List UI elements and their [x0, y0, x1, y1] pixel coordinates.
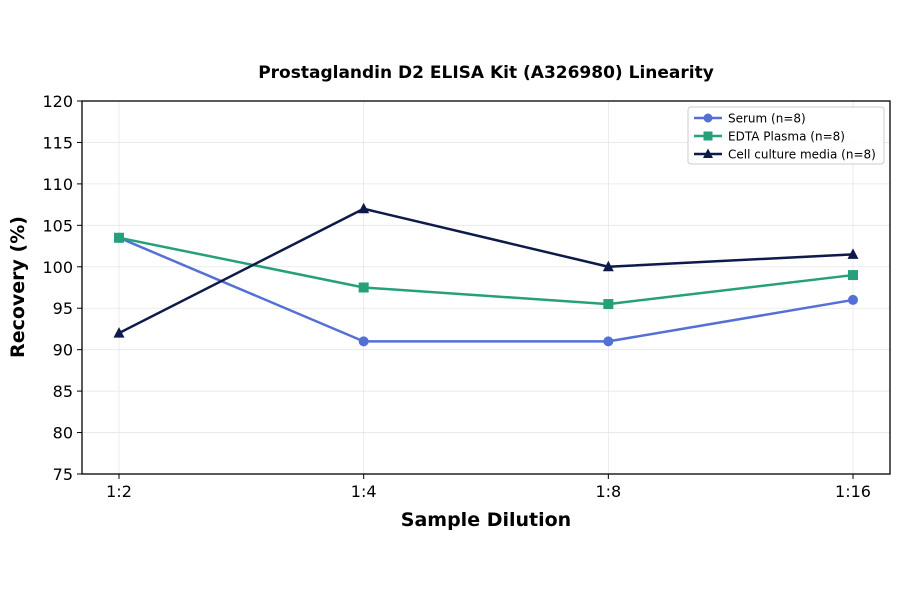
y-tick-label: 80 [53, 424, 73, 443]
legend-box [687, 106, 885, 165]
series-layer [113, 202, 859, 347]
data-point [848, 270, 858, 281]
series-line [118, 236, 854, 343]
series-line [118, 236, 854, 306]
data-point [603, 336, 614, 347]
y-tick-label: 105 [42, 216, 73, 235]
data-point [847, 248, 859, 259]
data-point [603, 299, 614, 310]
data-point [848, 294, 858, 305]
x-axis-title: Sample Dilution [401, 509, 571, 531]
y-tick-label: 120 [42, 92, 73, 111]
legend-marker [703, 113, 713, 123]
y-tick-label: 85 [53, 382, 73, 401]
legend-marker [703, 131, 713, 141]
axis-ticks: 75 80 85 90 95 100 105 110 115 120 1:2 1:4 1:8 1:16 [42, 92, 871, 501]
y-tick-label: 100 [42, 258, 73, 277]
data-point [602, 260, 614, 272]
data-point [114, 232, 124, 243]
series-line [118, 207, 854, 335]
plot-frame [81, 100, 891, 475]
x-tick-label: 1:4 [351, 482, 377, 501]
x-tick-label: 1:8 [595, 482, 621, 501]
x-tick-label: 1:2 [106, 482, 132, 501]
series-3 [113, 202, 859, 338]
y-axis-title: Recovery (%) [7, 216, 29, 358]
legend-label: Serum (n=8) [728, 112, 806, 126]
y-tick-label: 115 [42, 133, 73, 152]
data-point [113, 327, 125, 338]
legend-label: Cell culture media (n=8) [728, 148, 876, 162]
legend-marker [703, 148, 713, 158]
y-tick-label: 90 [53, 341, 73, 360]
y-tick-label: 75 [53, 465, 73, 484]
y-tick-label: 95 [53, 299, 73, 318]
legend: Serum (n=8) EDTA Plasma (n=8) Cell culture… [687, 106, 885, 165]
chart-title: Prostaglandin D2 ELISA Kit (A326980) Lin… [258, 63, 714, 83]
data-point [358, 336, 369, 347]
x-tick-label: 1:16 [835, 482, 871, 501]
y-tick-label: 110 [42, 175, 73, 194]
grid [82, 100, 890, 475]
series-2 [114, 232, 858, 310]
data-point [358, 202, 370, 214]
data-point [358, 282, 369, 293]
legend-label: EDTA Plasma (n=8) [728, 130, 845, 144]
